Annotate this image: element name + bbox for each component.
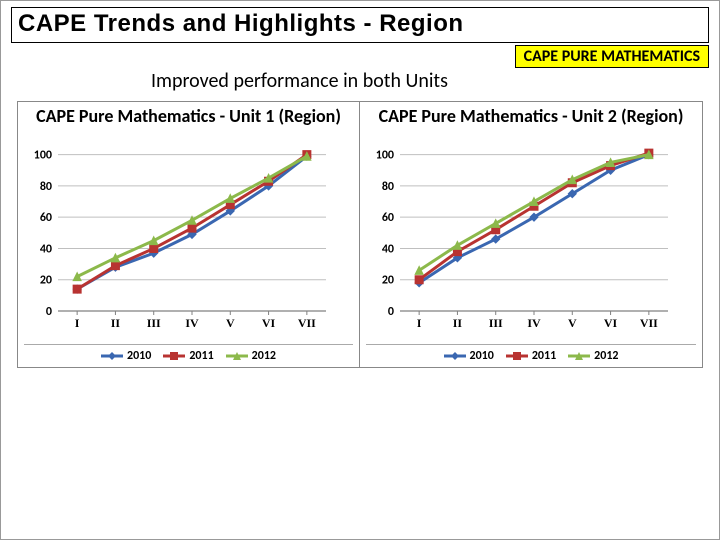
legend-swatch-s2010 <box>444 350 466 362</box>
legend-item-s2010: 2010 <box>101 349 151 363</box>
chart-svg: 020406080100IIIIIIIVVVIVII <box>366 133 676 333</box>
chart-svg: 020406080100IIIIIIIVVVIVII <box>24 133 334 333</box>
chart-plot-unit1: 020406080100IIIIIIIVVVIVII <box>24 133 353 338</box>
legend-swatch-s2010 <box>101 350 123 362</box>
y-tick-label: 20 <box>382 273 394 287</box>
x-tick-label: IV <box>185 316 199 330</box>
series-marker-s2011 <box>188 224 196 232</box>
chart-title-unit1: CAPE Pure Mathematics - Unit 1 (Region) <box>24 106 353 127</box>
legend-item-s2012: 2012 <box>226 349 276 363</box>
y-tick-label: 20 <box>40 273 52 287</box>
chart-legend-unit1: 2010 2011 2012 <box>24 344 353 363</box>
series-marker-s2011 <box>150 244 158 252</box>
x-tick-label: VII <box>640 316 658 330</box>
y-tick-label: 80 <box>40 180 52 194</box>
chart-title-unit2: CAPE Pure Mathematics - Unit 2 (Region) <box>366 106 696 127</box>
x-tick-label: III <box>489 316 503 330</box>
x-tick-label: VII <box>298 316 316 330</box>
legend-item-s2011: 2011 <box>506 349 556 363</box>
legend-swatch-s2011 <box>506 350 528 362</box>
x-tick-label: I <box>417 316 422 330</box>
chart-legend-unit2: 2010 2011 2012 <box>366 344 696 363</box>
legend-label-s2011: 2011 <box>189 349 213 363</box>
series-marker-s2011 <box>73 285 81 293</box>
y-tick-label: 40 <box>40 242 52 256</box>
x-tick-label: VI <box>604 316 618 330</box>
x-tick-label: V <box>226 316 235 330</box>
legend-swatch-s2011 <box>163 350 185 362</box>
chart-plot-unit2: 020406080100IIIIIIIVVVIVII <box>366 133 696 338</box>
legend-swatch-s2012 <box>568 350 590 362</box>
x-tick-label: V <box>568 316 577 330</box>
legend-label-s2012: 2012 <box>594 349 618 363</box>
y-tick-label: 80 <box>382 180 394 194</box>
series-marker-s2011 <box>111 261 119 269</box>
charts-row: CAPE Pure Mathematics - Unit 1 (Region) … <box>17 101 703 368</box>
chart-panel-unit2: CAPE Pure Mathematics - Unit 2 (Region) … <box>360 101 703 368</box>
y-tick-label: 0 <box>46 305 52 319</box>
x-tick-label: III <box>147 316 161 330</box>
y-tick-label: 60 <box>382 211 394 225</box>
legend-item-s2010: 2010 <box>444 349 494 363</box>
legend-label-s2010: 2010 <box>127 349 151 363</box>
x-tick-label: I <box>75 316 80 330</box>
x-tick-label: II <box>453 316 463 330</box>
page-title: CAPE Trends and Highlights - Region <box>11 7 709 43</box>
y-tick-label: 60 <box>40 211 52 225</box>
x-tick-label: II <box>111 316 121 330</box>
y-tick-label: 100 <box>376 148 394 162</box>
x-tick-label: IV <box>527 316 541 330</box>
chart-panel-unit1: CAPE Pure Mathematics - Unit 1 (Region) … <box>17 101 360 368</box>
legend-label-s2010: 2010 <box>470 349 494 363</box>
legend-label-s2011: 2011 <box>532 349 556 363</box>
y-tick-label: 40 <box>382 242 394 256</box>
y-tick-label: 100 <box>34 148 52 162</box>
legend-label-s2012: 2012 <box>252 349 276 363</box>
legend-item-s2011: 2011 <box>163 349 213 363</box>
x-tick-label: VI <box>262 316 276 330</box>
subject-badge: CAPE PURE MATHEMATICS <box>515 45 709 68</box>
subtitle: Improved performance in both Units <box>151 69 719 93</box>
slide: CAPE Trends and Highlights - Region CAPE… <box>0 0 720 540</box>
series-marker-s2011 <box>415 275 423 283</box>
legend-item-s2012: 2012 <box>568 349 618 363</box>
legend-swatch-s2012 <box>226 350 248 362</box>
y-tick-label: 0 <box>388 305 394 319</box>
